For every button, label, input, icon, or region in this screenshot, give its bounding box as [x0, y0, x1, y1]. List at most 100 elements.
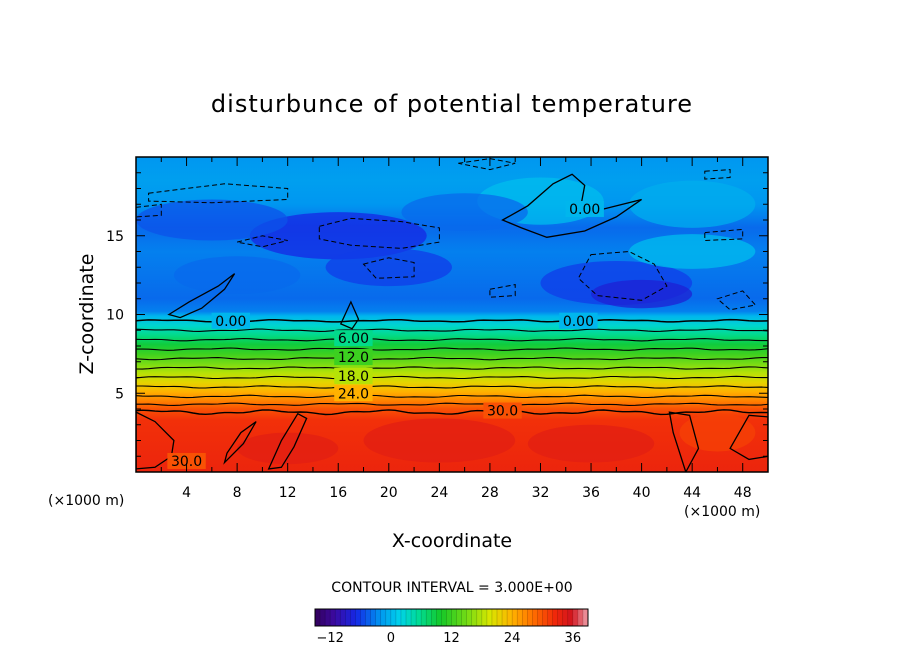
- colorbar-segment: [375, 609, 382, 626]
- contour-label: 30.0: [487, 404, 518, 420]
- colorbar-segment: [532, 609, 538, 626]
- colorbar: [314, 609, 589, 626]
- x-tick-label: 8: [233, 485, 242, 501]
- x-axis-label: X-coordinate: [392, 530, 512, 552]
- contour-label-bg: [167, 452, 206, 469]
- contour-line: [716, 290, 757, 311]
- colorbar-segment: [446, 609, 452, 626]
- colorbar-segment: [572, 609, 579, 626]
- colorbar-segment: [380, 609, 387, 626]
- x-tick-label: 44: [683, 485, 701, 501]
- colorbar-tick-label: 24: [504, 631, 521, 646]
- contour-interval-label: CONTOUR INTERVAL = 3.000E+00: [331, 580, 572, 596]
- colorbar-segment: [451, 609, 457, 626]
- colorbar-segment: [552, 609, 559, 626]
- colorbar-tick-label: 36: [565, 631, 582, 646]
- colorbar-segment: [507, 609, 513, 626]
- colorbar-segment: [481, 609, 488, 626]
- x-unit-label: (×1000 m): [684, 504, 760, 520]
- contour-labels: 0.00 0.00 0.00 6.00 12.0 18.024.0 30.0 30.0: [167, 200, 604, 470]
- colorbar-segment: [426, 609, 432, 626]
- colorbar-segment: [517, 609, 523, 626]
- colorbar-segment: [471, 609, 478, 626]
- colorbar-segment: [325, 609, 331, 626]
- colorbar-segment: [537, 609, 543, 626]
- y-tick-label: 5: [115, 386, 124, 402]
- x-tick-label: 24: [430, 485, 448, 501]
- colorbar-tick-label: 12: [443, 631, 460, 646]
- colorbar-segment: [476, 609, 483, 626]
- colorbar-segment: [431, 609, 437, 626]
- colorbar-segment: [416, 609, 422, 626]
- chart-title: disturbunce of potential temperature: [211, 90, 693, 118]
- contour-line: [136, 337, 768, 342]
- colorbar-segment: [567, 609, 574, 626]
- x-tick-label: 28: [481, 485, 499, 501]
- colorbar-segment: [365, 609, 372, 626]
- y-tick-label: 15: [106, 229, 124, 245]
- colorbar-segment: [456, 609, 463, 626]
- field-patch: [591, 279, 693, 309]
- colorbar-segment: [335, 609, 341, 626]
- colorbar-segment: [547, 609, 554, 626]
- contour-label: 0.00: [215, 314, 246, 330]
- contour-label: 0.00: [569, 202, 600, 218]
- contour-label-bg: [483, 402, 522, 419]
- colorbar-segment: [557, 609, 564, 626]
- colorbar-segment: [390, 609, 397, 626]
- y-unit-label: (×1000 m): [48, 493, 124, 509]
- colorbar-segment: [400, 609, 407, 626]
- colorbar-segment: [512, 609, 518, 626]
- colorbar-segment: [527, 609, 533, 626]
- contour-line: [136, 409, 768, 416]
- colorbar-segment: [582, 609, 589, 626]
- contour-line: [136, 328, 768, 332]
- contour-line: [458, 158, 516, 171]
- contour-line: [318, 217, 440, 249]
- x-axis-ticks: 4 8 12 16 20 24 28 32 36 40 44 48: [160, 157, 769, 501]
- y-axis-label: Z-coordinate: [76, 254, 98, 375]
- field-patch: [628, 180, 756, 228]
- colorbar-segment: [320, 609, 326, 626]
- colorbar-segment: [466, 609, 473, 626]
- colorbar-segment: [542, 609, 548, 626]
- colorbar-segment: [385, 609, 392, 626]
- contour-label: 18.0: [338, 369, 369, 385]
- contour-label-bg: [334, 385, 373, 402]
- contour-label-bg: [334, 367, 373, 384]
- contour-line: [223, 421, 257, 465]
- colorbar-tick-label: −12: [316, 631, 343, 646]
- field-patch: [628, 234, 756, 269]
- y-axis-ticks: 5 10 15: [106, 172, 768, 457]
- colorbar-segment: [502, 609, 508, 626]
- colorbar-segment: [411, 609, 417, 626]
- colorbar-frame: [314, 608, 589, 627]
- x-tick-label: 12: [279, 485, 297, 501]
- colorbar-segment: [360, 609, 366, 626]
- colorbar-segment: [315, 609, 321, 626]
- contour-line: [136, 394, 768, 399]
- colorbar-segment: [461, 609, 468, 626]
- contour-line: [148, 183, 289, 204]
- colorbar-segment: [562, 609, 569, 626]
- field-patch: [325, 248, 452, 287]
- field-patch: [679, 413, 756, 452]
- field-patch: [136, 199, 288, 241]
- colorbar-segment: [421, 609, 427, 626]
- contour-line: [729, 414, 768, 461]
- colorbar-segment: [345, 609, 351, 626]
- contour-label-bg: [334, 349, 373, 366]
- colorbar-segment: [522, 609, 528, 626]
- colorbar-segment: [340, 609, 346, 626]
- colorbar-segment: [395, 609, 402, 626]
- colorbar-segment: [406, 609, 412, 626]
- field-patch: [363, 418, 516, 463]
- contour-line: [362, 257, 415, 279]
- contour-line: [339, 300, 360, 330]
- contour-line: [167, 273, 236, 319]
- contour-label: 30.0: [171, 454, 202, 470]
- field-patches: [136, 177, 756, 465]
- contour-line: [136, 402, 768, 406]
- contour-line: [668, 411, 700, 472]
- contour-lines: [136, 158, 768, 472]
